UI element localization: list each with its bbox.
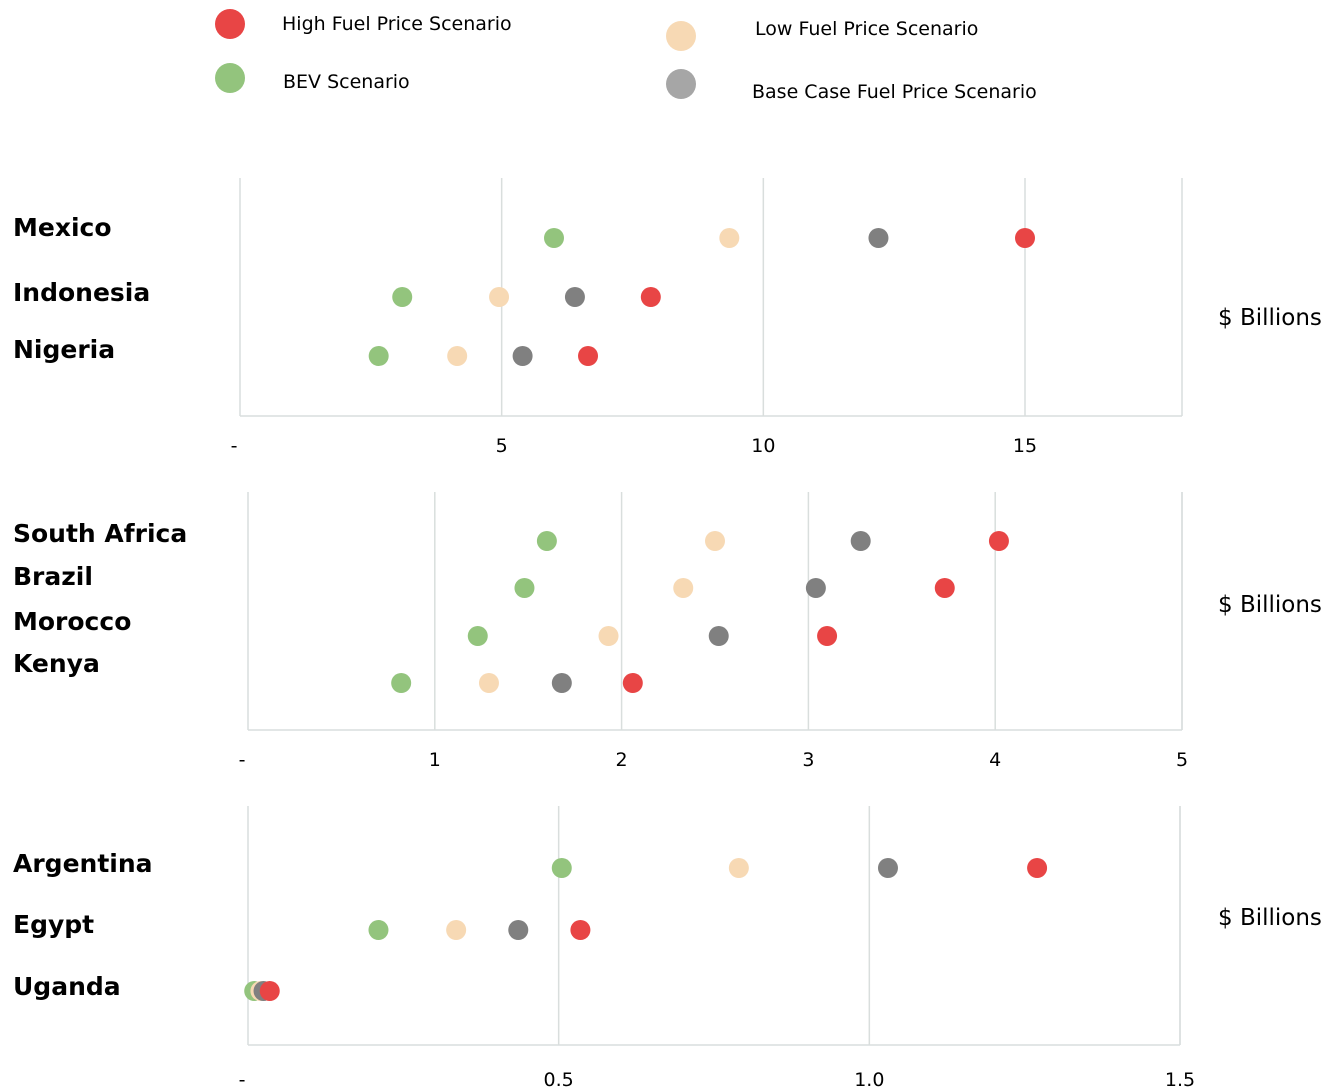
- x-tick-label: -: [239, 1069, 246, 1091]
- unit-label: $ Billions: [1218, 592, 1322, 618]
- point-bev-scenario-morocco: [467, 626, 488, 646]
- x-tick-label: 2: [616, 749, 628, 771]
- panel-2: - 1 2 3 4 5 South Africa Brazil Morocco Kenya $ Bi…: [13, 492, 1322, 771]
- country-label-morocco: Morocco: [13, 607, 131, 636]
- legend-marker-low-fuel-price-scenario: [666, 21, 696, 51]
- point-bev-scenario-indonesia: [392, 287, 413, 307]
- legend-marker-base-case-fuel-price-scenario: [666, 69, 696, 99]
- country-label-south-africa: South Africa: [13, 519, 187, 548]
- legend-label-bev-scenario: BEV Scenario: [283, 71, 410, 93]
- point-bev-scenario-nigeria: [368, 346, 389, 366]
- x-tick-label: 15: [1013, 435, 1037, 457]
- x-tick-label: -: [239, 749, 246, 771]
- point-high-fuel-price-scenario-mexico: [1015, 228, 1035, 248]
- point-low-fuel-price-scenario-south-africa: [705, 531, 725, 551]
- point-low-fuel-price-scenario-argentina: [728, 858, 749, 878]
- point-high-fuel-price-scenario-brazil: [934, 578, 955, 598]
- point-base-case-fuel-price-scenario-argentina: [877, 858, 898, 878]
- country-label-nigeria: Nigeria: [13, 335, 115, 364]
- country-label-brazil: Brazil: [13, 562, 93, 591]
- country-label-argentina: Argentina: [13, 849, 153, 878]
- point-low-fuel-price-scenario-nigeria: [447, 346, 468, 366]
- x-tick-label: 1: [429, 749, 441, 771]
- point-low-fuel-price-scenario-kenya: [478, 673, 499, 693]
- point-bev-scenario-mexico: [544, 228, 564, 248]
- legend-label-low-fuel-price-scenario: Low Fuel Price Scenario: [755, 18, 978, 40]
- legend-marker-bev-scenario: [215, 63, 245, 93]
- country-label-mexico: Mexico: [13, 213, 112, 242]
- point-base-case-fuel-price-scenario-kenya: [551, 673, 572, 693]
- point-base-case-fuel-price-scenario-morocco: [708, 626, 729, 646]
- country-label-kenya: Kenya: [13, 649, 100, 678]
- point-high-fuel-price-scenario-uganda: [259, 981, 280, 1001]
- panel-3: - 0.5 1.0 1.5 Argentina Egypt Uganda $ Billions: [13, 806, 1322, 1091]
- x-tick-label: 0.5: [544, 1069, 574, 1091]
- country-label-indonesia: Indonesia: [13, 278, 150, 307]
- legend: High Fuel Price Scenario BEV Scenario Low …: [215, 9, 1037, 103]
- point-base-case-fuel-price-scenario-nigeria: [512, 346, 533, 366]
- point-high-fuel-price-scenario-morocco: [817, 626, 838, 646]
- point-bev-scenario-brazil: [514, 578, 535, 598]
- point-high-fuel-price-scenario-egypt: [570, 920, 591, 940]
- legend-label-base-case-fuel-price-scenario: Base Case Fuel Price Scenario: [752, 81, 1037, 103]
- point-low-fuel-price-scenario-morocco: [598, 626, 619, 646]
- unit-label: $ Billions: [1218, 905, 1322, 931]
- x-tick-label: 5: [496, 435, 508, 457]
- x-tick-label: -: [231, 435, 238, 457]
- point-base-case-fuel-price-scenario-mexico: [868, 228, 889, 248]
- legend-marker-high-fuel-price-scenario: [215, 9, 245, 39]
- point-base-case-fuel-price-scenario-brazil: [805, 578, 826, 598]
- point-bev-scenario-kenya: [391, 673, 412, 693]
- point-high-fuel-price-scenario-nigeria: [578, 346, 599, 366]
- point-base-case-fuel-price-scenario-south-africa: [850, 531, 871, 551]
- country-label-uganda: Uganda: [13, 972, 121, 1001]
- x-tick-label: 1.5: [1165, 1069, 1195, 1091]
- point-high-fuel-price-scenario-kenya: [622, 673, 643, 693]
- point-base-case-fuel-price-scenario-egypt: [508, 920, 529, 940]
- x-tick-label: 4: [989, 749, 1001, 771]
- point-low-fuel-price-scenario-indonesia: [489, 287, 510, 307]
- x-tick-label: 5: [1176, 749, 1188, 771]
- point-base-case-fuel-price-scenario-indonesia: [564, 287, 585, 307]
- point-bev-scenario-south-africa: [536, 531, 557, 551]
- point-high-fuel-price-scenario-indonesia: [640, 287, 661, 307]
- point-high-fuel-price-scenario-south-africa: [988, 531, 1009, 551]
- point-low-fuel-price-scenario-mexico: [719, 228, 740, 248]
- unit-label: $ Billions: [1218, 305, 1322, 331]
- panel-1: - 5 10 15 Mexico Indonesia Nigeria $ Billions: [13, 178, 1322, 457]
- point-bev-scenario-egypt: [368, 920, 389, 940]
- point-low-fuel-price-scenario-brazil: [673, 578, 694, 598]
- x-tick-label: 1.0: [854, 1069, 884, 1091]
- legend-label-high-fuel-price-scenario: High Fuel Price Scenario: [282, 13, 512, 35]
- point-high-fuel-price-scenario-argentina: [1027, 858, 1048, 878]
- point-low-fuel-price-scenario-egypt: [446, 920, 467, 940]
- country-label-egypt: Egypt: [13, 910, 94, 939]
- x-tick-label: 3: [802, 749, 814, 771]
- x-tick-label: 10: [751, 435, 775, 457]
- point-bev-scenario-argentina: [551, 858, 572, 878]
